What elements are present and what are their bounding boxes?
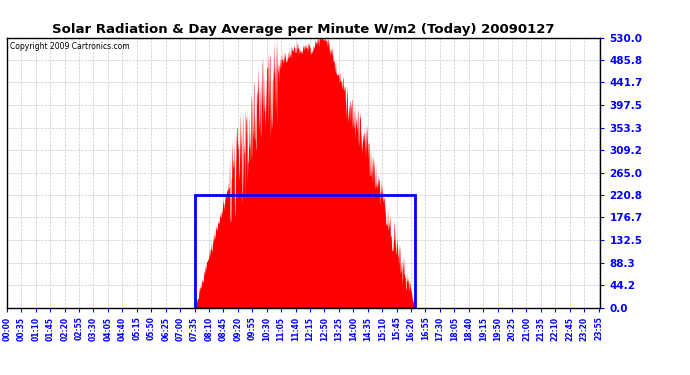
Text: Copyright 2009 Cartronics.com: Copyright 2009 Cartronics.com	[10, 42, 130, 51]
Bar	[195, 195, 415, 308]
Title: Solar Radiation & Day Average per Minute W/m2 (Today) 20090127: Solar Radiation & Day Average per Minute…	[52, 23, 555, 36]
